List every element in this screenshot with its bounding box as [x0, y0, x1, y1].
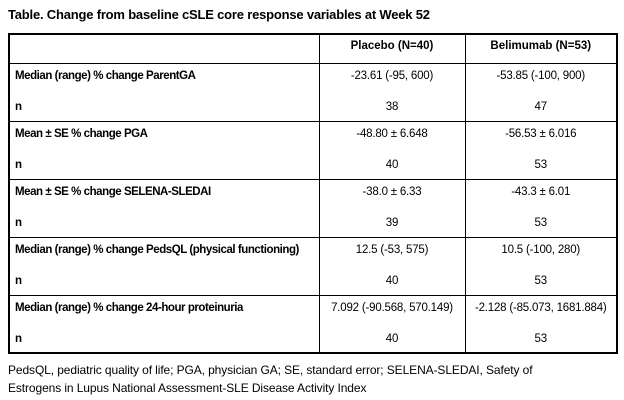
belimumab-value: -2.128 (-85.073, 1681.884) — [464, 294, 618, 323]
placebo-n: 40 — [318, 323, 466, 353]
table-row-n: n 40 53 — [8, 265, 618, 295]
table-row: Mean ± SE % change PGA -48.80 ± 6.648 -5… — [8, 120, 618, 149]
placebo-value: -48.80 ± 6.648 — [318, 120, 466, 149]
table-row-n: n 39 53 — [8, 207, 618, 237]
placebo-value: -23.61 (-95, 600) — [318, 62, 466, 91]
placebo-value: 7.092 (-90.568, 570.149) — [318, 294, 466, 323]
n-label: n — [8, 265, 320, 295]
belimumab-n: 53 — [464, 149, 618, 179]
header-belimumab: Belimumab (N=53) — [464, 34, 618, 64]
row-label-proteinuria: Median (range) % change 24-hour proteinu… — [8, 294, 320, 323]
row-label-pedsql: Median (range) % change PedsQL (physical… — [8, 236, 320, 265]
belimumab-value: -56.53 ± 6.016 — [464, 120, 618, 149]
belimumab-n: 53 — [464, 323, 618, 353]
footnote-line-2: Estrogens in Lupus National Assessment-S… — [8, 381, 367, 395]
core-response-variables-table: Placebo (N=40) Belimumab (N=53) Median (… — [8, 33, 618, 354]
row-label-pga: Mean ± SE % change PGA — [8, 120, 320, 149]
belimumab-value: -53.85 (-100, 900) — [464, 62, 618, 91]
n-label: n — [8, 207, 320, 237]
header-empty-cell — [8, 34, 320, 64]
table-row: Mean ± SE % change SELENA-SLEDAI -38.0 ±… — [8, 178, 618, 207]
table-row-n: n 38 47 — [8, 91, 618, 121]
header-placebo: Placebo (N=40) — [318, 34, 466, 64]
row-label-selena-sledai: Mean ± SE % change SELENA-SLEDAI — [8, 178, 320, 207]
table-row-n: n 40 53 — [8, 323, 618, 353]
table-row: Median (range) % change PedsQL (physical… — [8, 236, 618, 265]
belimumab-value: 10.5 (-100, 280) — [464, 236, 618, 265]
n-label: n — [8, 91, 320, 121]
row-label-parentga: Median (range) % change ParentGA — [8, 62, 320, 91]
belimumab-n: 53 — [464, 207, 618, 237]
placebo-n: 38 — [318, 91, 466, 121]
table-header-row: Placebo (N=40) Belimumab (N=53) — [8, 34, 618, 64]
table-title: Table. Change from baseline cSLE core re… — [8, 7, 430, 22]
table-row: Median (range) % change ParentGA -23.61 … — [8, 62, 618, 91]
placebo-value: -38.0 ± 6.33 — [318, 178, 466, 207]
belimumab-value: -43.3 ± 6.01 — [464, 178, 618, 207]
table-row-n: n 40 53 — [8, 149, 618, 179]
placebo-n: 39 — [318, 207, 466, 237]
n-label: n — [8, 149, 320, 179]
belimumab-n: 53 — [464, 265, 618, 295]
belimumab-n: 47 — [464, 91, 618, 121]
n-label: n — [8, 323, 320, 353]
placebo-n: 40 — [318, 265, 466, 295]
placebo-n: 40 — [318, 149, 466, 179]
footnote-line-1: PedsQL, pediatric quality of life; PGA, … — [8, 363, 533, 377]
placebo-value: 12.5 (-53, 575) — [318, 236, 466, 265]
footnote: PedsQL, pediatric quality of life; PGA, … — [8, 361, 616, 397]
table-row: Median (range) % change 24-hour proteinu… — [8, 294, 618, 323]
